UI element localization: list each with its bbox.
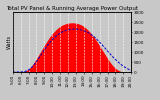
Y-axis label: Watts: Watts: [6, 35, 11, 49]
Title: Total PV Panel & Running Average Power Output: Total PV Panel & Running Average Power O…: [6, 6, 138, 11]
